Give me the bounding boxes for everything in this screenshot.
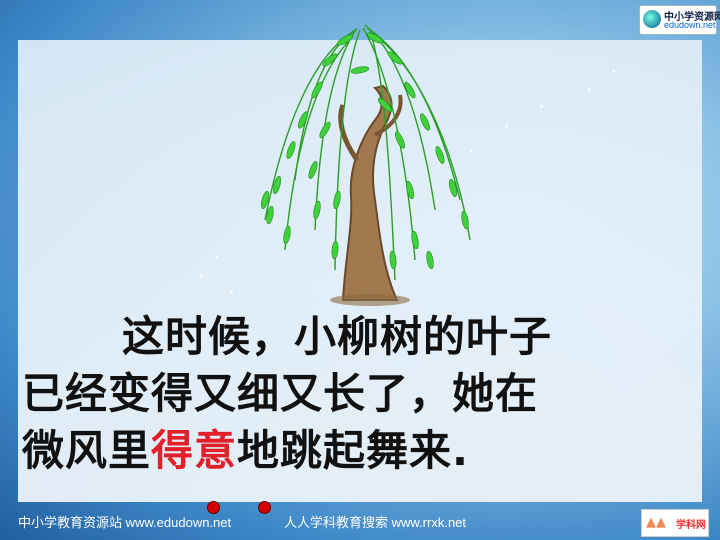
passage-line-2: 已经变得又细又长了，她在 [22, 369, 539, 418]
sparkle [200, 275, 203, 278]
globe-icon [643, 10, 661, 28]
highlighted-word: 得意 [151, 426, 238, 475]
people-icon: ▲▲ [646, 515, 666, 530]
sparkle [612, 70, 615, 73]
footer-left-link[interactable]: 中小学教育资源站 www.edudown.net [18, 515, 232, 530]
sparkle [588, 88, 591, 91]
logo-title: 中小学资源网 [664, 12, 720, 23]
footer-right-link[interactable]: 人人学科教育搜索 www.rrxk.net [284, 515, 467, 530]
willow-leaves [260, 32, 469, 270]
sparkle [230, 290, 233, 293]
sparkle [215, 255, 218, 258]
passage-line-3: 微风里得意地跳起舞来. [22, 422, 682, 479]
willow-tree-illustration [260, 24, 471, 306]
emphasis-dot [207, 501, 220, 514]
sparkle [470, 150, 473, 153]
passage-text: 这时候，小柳树的叶子 已经变得又细又长了，她在 微风里得意地跳起舞来. [22, 308, 682, 479]
passage-line-1: 这时候，小柳树的叶子 [122, 312, 553, 361]
sparkle [540, 105, 543, 108]
passage-line-3-end: 地跳起舞来. [237, 426, 469, 475]
passage-line-3-start: 微风里 [22, 426, 152, 475]
xueke-logo: ▲▲ 学科网 [641, 509, 709, 537]
xueke-logo-text: 学科网 [676, 520, 706, 531]
sparkle [505, 125, 508, 128]
logo-url: edudown.net [664, 20, 716, 30]
edudown-logo: 中小学资源网 edudown.net [639, 5, 720, 35]
tree-trunk [330, 84, 410, 306]
emphasis-dot [258, 501, 271, 514]
